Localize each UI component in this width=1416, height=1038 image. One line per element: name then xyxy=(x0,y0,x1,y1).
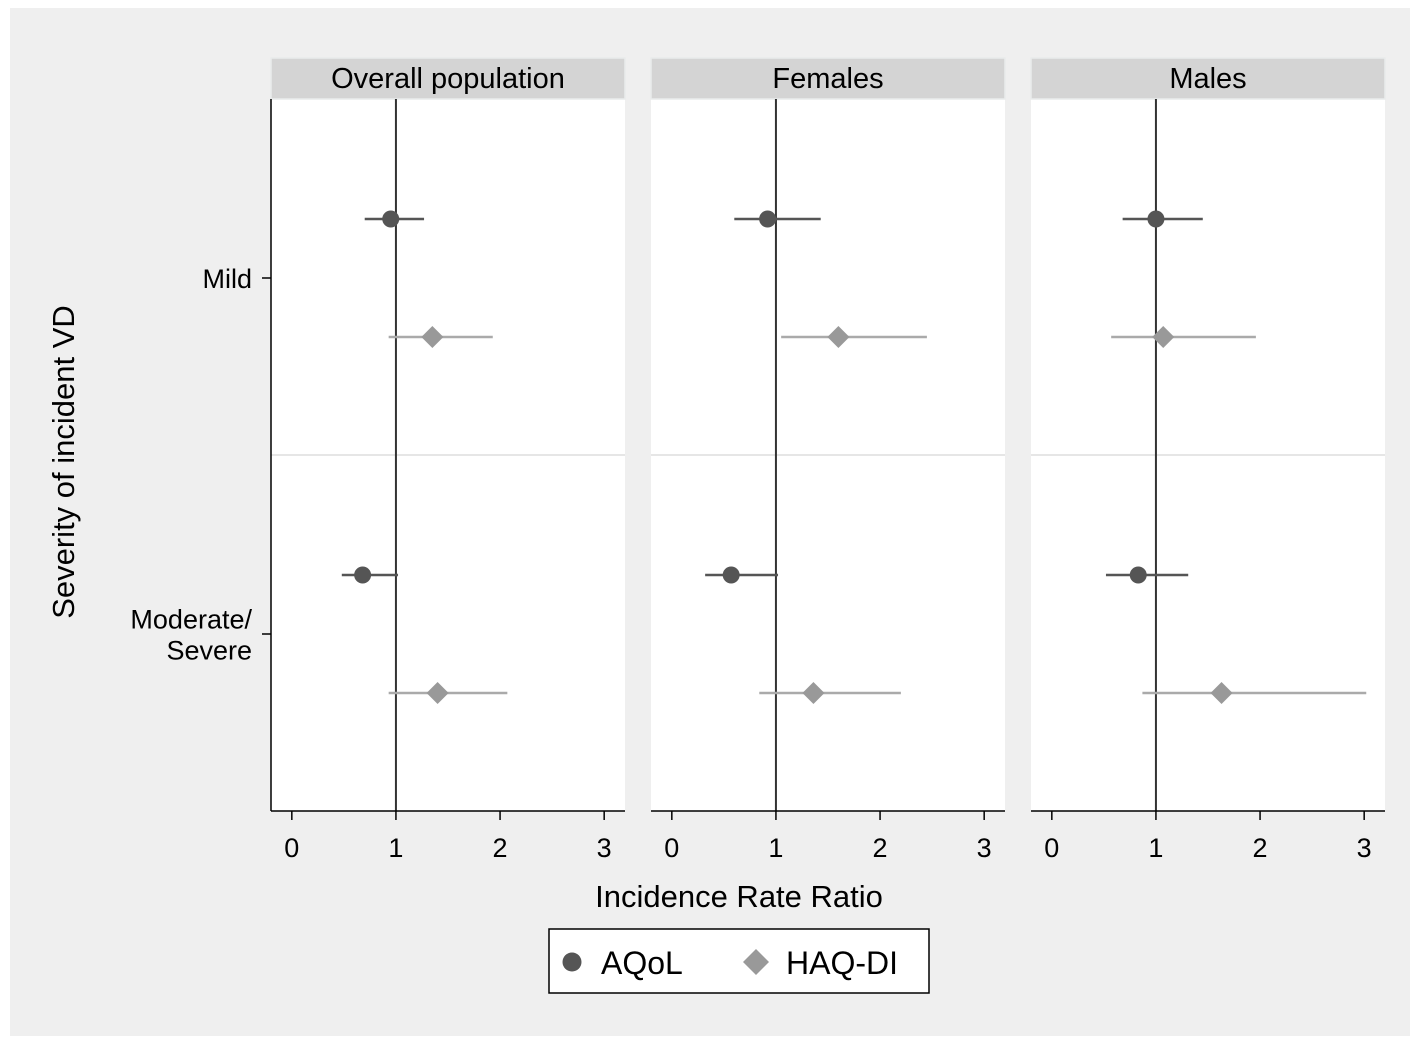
panel-header xyxy=(270,57,626,100)
legend-label: HAQ-DI xyxy=(786,945,898,981)
marker-diamond xyxy=(426,682,449,704)
legend-marker-diamond xyxy=(743,949,769,975)
point-aqol-mild xyxy=(1122,210,1203,228)
marker-circle xyxy=(354,566,372,584)
marker-circle xyxy=(1147,210,1165,228)
panels-layer: Overall population 0 1 2 3 Females 0 1 2 3 Males 0 1… xyxy=(270,57,1386,863)
point-aqol-moderate-severe xyxy=(705,566,779,584)
point-haq-di-mild xyxy=(388,326,493,348)
marker-circle xyxy=(1129,566,1147,584)
point-aqol-moderate-severe xyxy=(341,566,399,584)
legend-item-aqol: AQoL xyxy=(562,945,683,981)
x-tick-label: 2 xyxy=(873,833,888,863)
legend-item-haq-di: HAQ-DI xyxy=(743,945,898,981)
point-haq-di-moderate-severe xyxy=(759,682,901,704)
x-tick-label: 1 xyxy=(768,833,783,863)
x-tick-label: 2 xyxy=(493,833,508,863)
marker-circle xyxy=(382,210,400,228)
point-haq-di-mild xyxy=(781,326,927,348)
y-tick-label: Mild xyxy=(202,264,252,294)
point-haq-di-mild xyxy=(1111,326,1256,348)
marker-diamond xyxy=(827,326,850,348)
legend-marker-circle xyxy=(562,952,582,972)
x-tick-label: 2 xyxy=(1253,833,1268,863)
panel-title: Overall population xyxy=(331,63,565,95)
marker-circle xyxy=(759,210,777,228)
x-tick-label: 3 xyxy=(1357,833,1372,863)
legend: AQoL HAQ-DI xyxy=(548,928,930,994)
panel-header xyxy=(650,57,1006,100)
x-tick-label: 0 xyxy=(1044,833,1059,863)
x-axis-label: Incidence Rate Ratio xyxy=(595,879,883,914)
legend-box xyxy=(548,928,930,994)
x-tick-label: 1 xyxy=(1148,833,1163,863)
marker-diamond xyxy=(1152,326,1175,348)
panel-header xyxy=(1030,57,1386,100)
x-tick-label: 3 xyxy=(977,833,992,863)
x-tick-label: 0 xyxy=(664,833,679,863)
x-tick-label: 1 xyxy=(388,833,403,863)
y-tick-label: Moderate/Severe xyxy=(130,605,252,666)
marker-diamond xyxy=(421,326,444,348)
y-axis-label: Severity of incident VD xyxy=(46,305,81,619)
legend-label: AQoL xyxy=(601,945,683,981)
marker-diamond xyxy=(1210,682,1233,704)
panel-title: Females xyxy=(772,63,883,95)
x-tick-label: 0 xyxy=(284,833,299,863)
point-haq-di-moderate-severe xyxy=(388,682,508,704)
point-aqol-moderate-severe xyxy=(1105,566,1189,584)
point-haq-di-moderate-severe xyxy=(1142,682,1367,704)
panel-females: Females 0 1 2 3 xyxy=(650,57,1006,863)
panel-title: Males xyxy=(1169,63,1246,95)
marker-circle xyxy=(722,566,740,584)
point-aqol-mild xyxy=(364,210,425,228)
marker-diamond xyxy=(802,682,825,704)
point-aqol-mild xyxy=(734,210,821,228)
x-tick-label: 3 xyxy=(597,833,612,863)
panel-overall-population: Overall population 0 1 2 3 xyxy=(270,57,626,863)
panel-males: Males 0 1 2 3 xyxy=(1030,57,1386,863)
y-axis: Mild Moderate/Severe xyxy=(130,99,272,811)
